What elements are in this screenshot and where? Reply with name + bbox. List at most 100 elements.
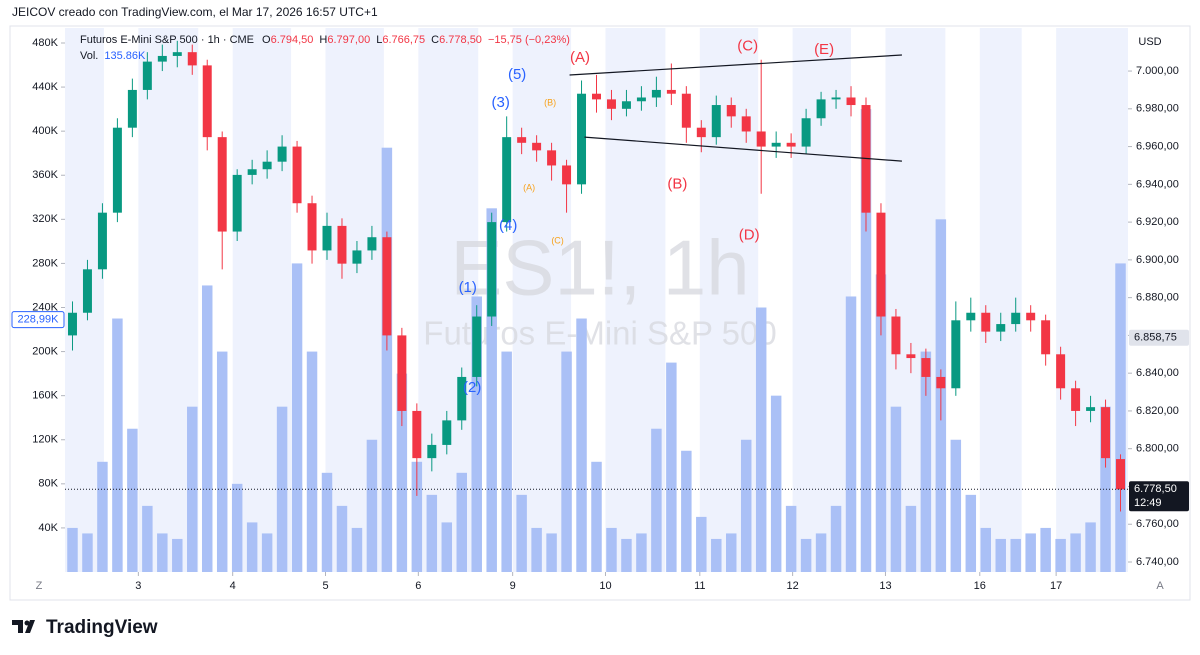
volume-tick-label: 160K	[32, 390, 58, 402]
x-tick-label: 11	[694, 580, 705, 592]
volume-bar	[1055, 538, 1066, 572]
candle-body	[996, 324, 1006, 332]
wave-label: (4)	[499, 217, 517, 234]
volume-bar	[726, 533, 737, 572]
volume-bar	[67, 527, 78, 572]
volume-tick-label: 440K	[32, 81, 58, 93]
ohlc-value: 6.794,50	[271, 34, 314, 46]
volume-bar	[1115, 263, 1126, 572]
x-tick-label: 9	[510, 580, 516, 592]
volume-bar	[531, 527, 542, 572]
volume-bar	[546, 533, 557, 572]
volume-bar	[157, 533, 168, 572]
candle-body	[711, 105, 721, 138]
volume-tick-label: 360K	[32, 169, 58, 181]
candle-body	[936, 376, 946, 389]
candle-body	[352, 250, 362, 264]
session-gap	[945, 28, 980, 572]
candle-body	[82, 269, 92, 313]
volume-bar	[666, 362, 677, 572]
volume-bar	[142, 505, 153, 572]
volume-bar	[740, 439, 752, 572]
wave-label: (D)	[739, 226, 760, 243]
volume-bar	[830, 505, 842, 572]
volume-bar	[471, 296, 482, 572]
volume-bar	[112, 318, 123, 572]
symbol-legend: Futuros E-Mini S&P 500 · 1h · CME	[80, 34, 254, 46]
x-tick-label: 3	[135, 580, 141, 592]
candle-body	[532, 142, 542, 151]
y-tick-label: 6.920,00	[1136, 216, 1179, 228]
candle-body	[1011, 312, 1021, 325]
candle-body	[921, 358, 931, 377]
volume-tick-label: 200K	[32, 345, 58, 357]
candle-body	[741, 116, 751, 132]
candle-body	[726, 105, 736, 117]
wave-label: (B)	[544, 98, 556, 108]
candle-body	[981, 312, 991, 332]
volume-bar	[755, 307, 767, 572]
volume-bar	[97, 461, 108, 572]
volume-bar	[860, 109, 872, 572]
y-tick-label: 6.760,00	[1136, 518, 1179, 530]
volume-bar	[1040, 527, 1051, 572]
volume-bar	[681, 450, 692, 572]
scale-button[interactable]: A	[1156, 580, 1164, 592]
scale-button[interactable]: Z	[36, 580, 43, 592]
volume-bar	[606, 527, 617, 572]
price-label-box	[1129, 481, 1189, 512]
volume-bar	[980, 527, 992, 572]
volume-bar	[561, 351, 572, 572]
y-tick-label: 6.840,00	[1136, 367, 1179, 379]
candle-body	[816, 99, 826, 119]
ohlc-key: C	[431, 34, 439, 46]
candle-body	[517, 137, 527, 143]
candle-body	[951, 320, 961, 389]
wave-label: (A)	[570, 49, 590, 66]
candle-body	[876, 212, 886, 317]
x-tick-label: 4	[230, 580, 236, 592]
x-tick-label: 10	[599, 580, 611, 592]
candle-body	[472, 316, 482, 377]
ohlc-key: O	[262, 34, 271, 46]
wave-label: (1)	[459, 279, 477, 296]
volume-label: 228,99K	[18, 314, 60, 326]
volume-bar	[636, 533, 647, 572]
candle-body	[157, 55, 167, 62]
volume-bar	[306, 351, 318, 572]
candle-body	[651, 89, 661, 98]
candle-body	[457, 376, 467, 421]
volume-bar	[576, 318, 587, 572]
price-label-box	[1129, 329, 1189, 346]
candle-body	[891, 316, 901, 355]
candle-body	[1086, 407, 1096, 411]
volume-bar	[501, 351, 512, 572]
y-tick-label: 6.820,00	[1136, 405, 1179, 417]
volume-bar	[621, 538, 632, 572]
wave-label: (C)	[737, 37, 758, 54]
wave-label: (E)	[814, 41, 834, 58]
volume-bar	[1085, 522, 1096, 572]
ohlc-key: H	[319, 34, 327, 46]
candle-body	[232, 174, 242, 232]
candle-body	[172, 52, 182, 56]
candle-body	[337, 225, 347, 264]
candle-body	[1101, 407, 1111, 459]
candle-body	[801, 118, 811, 147]
volume-bar	[216, 351, 228, 572]
volume-bar	[276, 406, 288, 572]
candle-body	[606, 99, 616, 109]
volume-legend-key: Vol.	[80, 50, 98, 62]
volume-bar	[187, 406, 198, 572]
wave-label: (A)	[523, 182, 535, 192]
price-countdown: 12:49	[1134, 497, 1162, 509]
volume-bar	[127, 428, 138, 572]
wave-label: (5)	[508, 66, 526, 83]
volume-tick-label: 480K	[32, 37, 58, 49]
ohlc-value: 6.797,00	[327, 34, 370, 46]
candle-body	[382, 237, 392, 336]
volume-bar	[231, 483, 243, 572]
y-tick-label: 6.940,00	[1136, 178, 1179, 190]
candle-body	[97, 212, 107, 270]
